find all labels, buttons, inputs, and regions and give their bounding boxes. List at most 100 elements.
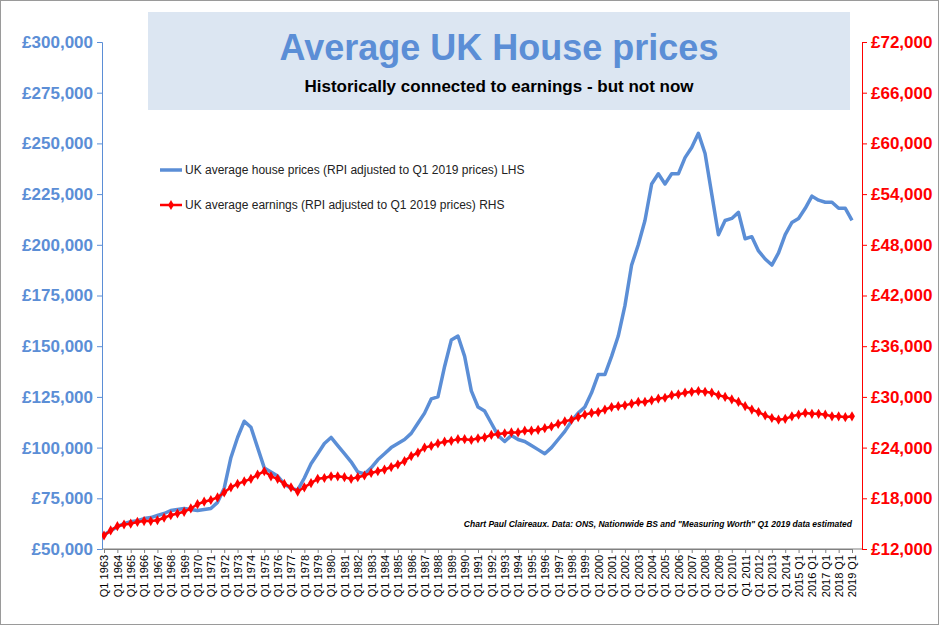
x-tick-mark [531, 549, 532, 553]
series-marker [328, 471, 334, 481]
x-tick-mark [572, 549, 573, 553]
y-tick: £300,000 [22, 33, 102, 52]
x-tick-mark [759, 549, 760, 553]
series-marker [295, 486, 301, 496]
series-marker [822, 410, 828, 420]
x-tick: 2018 Q1 [833, 549, 845, 597]
y-tick-label: £150,000 [22, 337, 93, 356]
y2-tick: £18,000 [862, 489, 932, 508]
x-tick: Q1 1973 [232, 549, 244, 597]
series-marker [809, 409, 815, 419]
x-tick-mark [465, 549, 466, 553]
x-tick-label: Q1 1972 [219, 555, 231, 597]
series-marker [134, 517, 140, 527]
series-marker [261, 466, 267, 476]
series-marker [816, 409, 822, 419]
x-tick-label: Q1 1965 [125, 555, 137, 597]
y2-tick-label: £24,000 [871, 439, 932, 458]
series-marker [482, 432, 488, 442]
x-tick-mark [425, 549, 426, 553]
x-tick-label: Q1 2005 [659, 555, 671, 597]
x-tick: Q1 1980 [325, 549, 337, 597]
y2-axis: £12,000£18,000£24,000£30,000£36,000£42,0… [862, 33, 932, 559]
x-tick: Q1 1972 [219, 549, 231, 597]
y-tick: £100,000 [22, 439, 102, 458]
x-tick: Q1 1965 [125, 549, 137, 597]
x-tick-label: 2015 Q1 [793, 555, 805, 597]
y2-tick-mark [862, 296, 867, 297]
y2-tick-mark [862, 397, 867, 398]
y-tick-mark [97, 93, 102, 94]
x-tick-label: Q1 1991 [472, 555, 484, 597]
x-tick-label: Q1 1997 [552, 555, 564, 597]
x-tick-mark [478, 549, 479, 553]
x-tick-mark [438, 549, 439, 553]
legend-label: UK average house prices (RPI adjusted to… [185, 163, 525, 177]
x-tick-label: Q1 1970 [192, 555, 204, 597]
y-tick-mark [97, 42, 102, 43]
y2-tick-label: £48,000 [871, 236, 932, 255]
x-tick: Q1 1968 [165, 549, 177, 597]
y-axis-line [97, 43, 103, 550]
x-tick-label: Q1 1963 [98, 555, 110, 597]
series-marker [655, 393, 661, 403]
y-tick: £275,000 [22, 84, 102, 103]
x-tick-mark [678, 549, 679, 553]
y2-tick: £54,000 [862, 185, 932, 204]
x-tick-label: 2018 Q1 [833, 555, 845, 597]
x-tick: Q1 1990 [459, 549, 471, 597]
x-tick-label: 2016 Q1 [806, 555, 818, 597]
x-tick-mark [304, 549, 305, 553]
series-marker [442, 437, 448, 447]
x-tick-mark [852, 549, 853, 553]
series-marker [335, 471, 341, 481]
series-marker [275, 474, 281, 484]
series-marker [562, 416, 568, 426]
series-marker [141, 516, 147, 526]
x-tick-label: Q1 1980 [325, 555, 337, 597]
x-tick: Q1 1975 [259, 549, 271, 597]
x-tick-mark [291, 549, 292, 553]
series-marker [175, 508, 181, 518]
x-tick: Q1 1986 [406, 549, 418, 597]
x-tick: Q1 1974 [245, 549, 257, 597]
x-tick-mark [224, 549, 225, 553]
series-marker [102, 530, 107, 540]
x-tick-label: Q1 1995 [526, 555, 538, 597]
y2-tick-mark [862, 93, 867, 94]
series-marker [535, 425, 541, 435]
series-marker [255, 470, 261, 480]
x-tick-label: Q1 2002 [619, 555, 631, 597]
x-tick: Q1 1988 [432, 549, 444, 597]
x-tick-mark [799, 549, 800, 553]
series-marker [475, 433, 481, 443]
x-tick-mark [131, 549, 132, 553]
x-tick-label: Q1 1979 [312, 555, 324, 597]
series-marker [789, 411, 795, 421]
series-marker [609, 402, 615, 412]
series-line [104, 133, 852, 535]
x-tick: Q1 1993 [499, 549, 511, 597]
series-marker [515, 427, 521, 437]
x-tick-mark [278, 549, 279, 553]
x-tick: Q1 1967 [152, 549, 164, 597]
y-tick-mark [97, 397, 102, 398]
y2-tick-mark [862, 448, 867, 449]
series-marker [622, 400, 628, 410]
series-marker [488, 430, 494, 440]
series-marker [542, 423, 548, 433]
x-tick: Q1 1966 [138, 549, 150, 597]
series-marker [168, 510, 174, 520]
y-tick-mark [97, 346, 102, 347]
y2-tick: £12,000 [862, 540, 932, 559]
series-marker [649, 395, 655, 405]
series-marker [796, 410, 802, 420]
x-tick: Q1 2006 [673, 549, 685, 597]
series-marker [549, 421, 555, 431]
x-tick-label: Q1 1971 [205, 555, 217, 597]
series-marker [388, 462, 394, 472]
x-tick-label: Q1 1968 [165, 555, 177, 597]
series-marker [502, 428, 508, 438]
series-marker [435, 438, 441, 448]
series-marker [355, 472, 361, 482]
